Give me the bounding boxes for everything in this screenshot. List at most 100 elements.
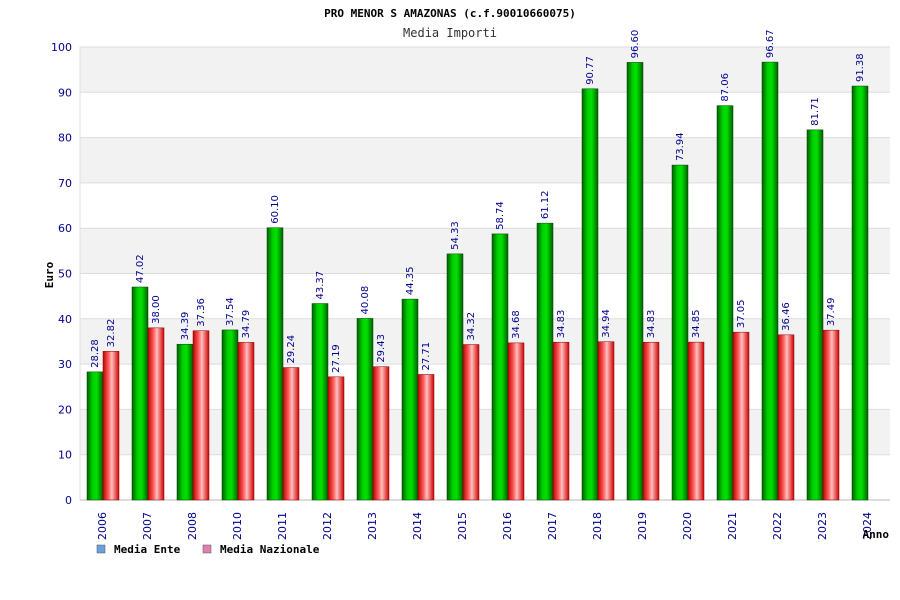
data-label: 34.39 [180, 312, 191, 341]
data-label: 37.49 [826, 298, 837, 327]
data-label: 28.28 [90, 339, 101, 368]
data-label: 34.68 [511, 310, 522, 339]
bar-media-ente [671, 164, 689, 501]
bar-media-nazionale [642, 341, 660, 501]
y-tick-label: 30 [58, 358, 72, 371]
plot-band [80, 182, 890, 229]
bar-media-ente [716, 105, 734, 501]
y-tick-label: 50 [58, 268, 72, 281]
y-axis-label: Euro [43, 261, 56, 288]
data-label: 27.71 [421, 342, 432, 371]
gridlines [79, 46, 890, 501]
x-tick-label: 2021 [726, 512, 739, 540]
plot-band [80, 409, 890, 455]
data-label: 32.82 [106, 319, 117, 348]
bar-media-nazionale [822, 329, 840, 501]
plot-band [80, 228, 890, 274]
legend-label: Media Nazionale [220, 543, 320, 556]
data-label: 81.71 [810, 97, 821, 126]
y-axis-ticks: 0 10 20 30 40 50 60 70 80 90 100 [51, 41, 72, 507]
legend-swatch [202, 544, 212, 554]
x-tick-label: 2018 [591, 512, 604, 540]
bar-media-nazionale [732, 331, 750, 501]
bar-media-nazionale [282, 367, 300, 501]
bar-media-ente [131, 286, 149, 501]
bar-media-nazionale [102, 351, 120, 501]
x-tick-label: 2023 [816, 512, 829, 540]
data-label: 43.37 [315, 271, 326, 300]
bar-media-nazionale [507, 342, 525, 501]
bars [86, 61, 869, 501]
x-axis-ticks: 2006 2007 2008 2010 2011 2012 2013 2014 2015 2016… [96, 512, 874, 540]
plot-band [80, 364, 890, 410]
bar-media-ente [446, 253, 464, 501]
x-axis-label: Anno [863, 528, 890, 541]
data-label: 37.05 [736, 300, 747, 329]
plot-band [80, 318, 890, 365]
bar-media-ente [356, 318, 374, 501]
data-label: 37.54 [225, 297, 236, 326]
data-label: 34.32 [466, 312, 477, 341]
plot-band [80, 92, 890, 138]
data-label: 27.19 [331, 344, 342, 373]
data-label: 91.38 [855, 53, 866, 82]
data-label: 34.85 [691, 309, 702, 338]
data-label: 96.67 [765, 29, 776, 58]
y-tick-label: 80 [58, 132, 72, 145]
x-tick-label: 2010 [231, 512, 244, 540]
data-label: 90.77 [585, 56, 596, 85]
data-label: 96.60 [630, 30, 641, 59]
bar-media-ente [626, 62, 644, 501]
legend-label: Media Ente [114, 543, 181, 556]
bar-media-nazionale [237, 342, 255, 501]
x-tick-label: 2019 [636, 512, 649, 540]
y-tick-label: 70 [58, 177, 72, 190]
x-tick-label: 2020 [681, 512, 694, 540]
data-label: 34.94 [601, 309, 612, 338]
plot-background [80, 47, 890, 500]
data-label: 37.36 [196, 298, 207, 327]
y-tick-label: 100 [51, 41, 72, 54]
bar-media-ente [176, 343, 194, 501]
data-label: 54.33 [450, 221, 461, 250]
data-label: 38.00 [151, 295, 162, 324]
x-tick-label: 2012 [321, 512, 334, 540]
y-tick-label: 90 [58, 86, 72, 99]
y-tick-label: 10 [58, 449, 72, 462]
bar-media-nazionale [417, 374, 435, 501]
x-tick-label: 2014 [411, 512, 424, 540]
bar-media-nazionale [597, 341, 615, 501]
bar-media-nazionale [372, 366, 390, 501]
bar-media-ente [311, 303, 329, 501]
x-tick-label: 2006 [96, 512, 109, 540]
chart-subtitle: Media Importi [403, 26, 497, 40]
x-tick-label: 2022 [771, 512, 784, 540]
bar-media-ente [536, 222, 554, 501]
data-label: 60.10 [270, 195, 281, 224]
data-label: 40.08 [360, 286, 371, 315]
bar-media-nazionale [777, 334, 795, 501]
bar-media-ente [266, 227, 284, 501]
data-label: 34.83 [646, 310, 657, 339]
bar-media-ente [491, 233, 509, 501]
data-label: 47.02 [135, 254, 146, 283]
bar-media-ente [761, 61, 779, 501]
plot-band [80, 47, 890, 93]
data-label: 29.43 [376, 334, 387, 363]
bar-media-ente [401, 298, 419, 501]
legend-swatch [96, 544, 106, 554]
y-tick-label: 40 [58, 313, 72, 326]
bar-media-nazionale [147, 327, 165, 501]
x-tick-label: 2007 [141, 512, 154, 540]
data-label: 34.83 [556, 310, 567, 339]
plot-band [80, 454, 890, 500]
plot-band [80, 273, 890, 319]
x-tick-label: 2013 [366, 512, 379, 540]
plot-band [80, 137, 890, 183]
bar-media-nazionale [462, 344, 480, 501]
y-tick-label: 20 [58, 403, 72, 416]
y-tick-label: 0 [65, 494, 72, 507]
data-label: 44.35 [405, 266, 416, 295]
data-label: 73.94 [675, 132, 686, 161]
bar-media-nazionale [327, 376, 345, 501]
